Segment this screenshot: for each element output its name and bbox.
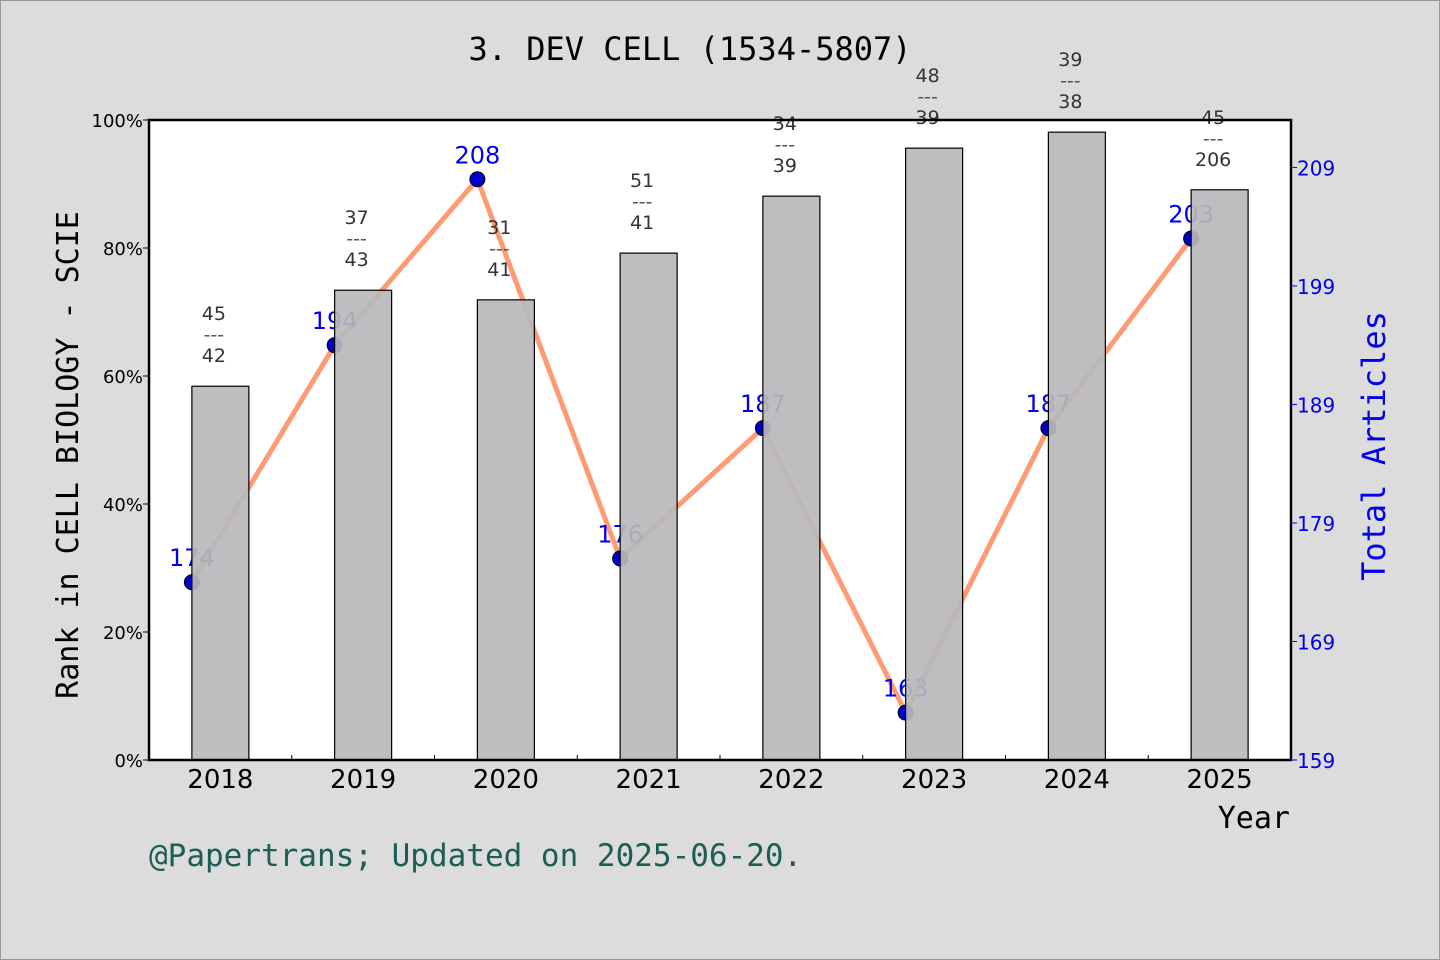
y2-tick-label: 169 [1297, 630, 1335, 654]
bar-label-top: 45 [1201, 107, 1225, 129]
y-tick-label: 60% [103, 367, 143, 388]
y2-tick-label: 179 [1297, 512, 1335, 536]
bar [1047, 131, 1106, 761]
bar-label-top: 39 [1058, 49, 1082, 71]
x-tick-label: 2021 [616, 765, 682, 795]
x-axis-label: Year [1218, 801, 1290, 836]
x-tick-label: 2025 [1187, 765, 1253, 795]
bar-label-bottom: 41 [630, 212, 654, 234]
bar-label-top: 48 [916, 65, 940, 87]
chart-title: 3. DEV CELL (1534-5807) [468, 30, 911, 68]
bar-label-top: 34 [773, 113, 797, 135]
bar [1190, 189, 1249, 761]
y2-tick-label: 159 [1297, 749, 1335, 773]
bar [191, 385, 250, 761]
y2-tick-label: 209 [1297, 156, 1335, 180]
x-tick-label: 2019 [330, 765, 396, 795]
bar-label-separator: --- [204, 324, 225, 346]
y-tick-label: 40% [103, 495, 143, 516]
x-tick-label: 2024 [1044, 765, 1110, 795]
bar [619, 252, 678, 761]
bar [905, 147, 964, 761]
y-tick-label: 80% [103, 239, 143, 260]
bar [762, 195, 821, 761]
bar-label-separator: --- [775, 134, 796, 156]
line-point [469, 171, 486, 188]
bar-label-bottom: 38 [1058, 91, 1082, 113]
bar-label-bottom: 39 [916, 107, 940, 129]
plot-area [149, 120, 1291, 760]
bar-label-top: 51 [630, 170, 654, 192]
y2-axis-label: Total Articles [1355, 311, 1393, 581]
bar-label-top: 37 [345, 207, 369, 229]
bar [334, 289, 393, 761]
y-axis-label: Rank in CELL BIOLOGY - SCIE [51, 211, 86, 699]
y2-tick-label: 189 [1297, 393, 1335, 417]
bar-label-bottom: 41 [487, 259, 511, 281]
bar-label-bottom: 42 [202, 345, 226, 367]
y-tick-label: 20% [103, 623, 143, 644]
bar-label-separator: --- [1203, 128, 1224, 150]
y-tick-label: 0% [114, 751, 143, 772]
bar-label-top: 45 [202, 303, 226, 325]
bar-label-separator: --- [489, 238, 510, 260]
bar-label-separator: --- [632, 191, 653, 213]
bar-label-separator: --- [1060, 70, 1081, 92]
bar-label-separator: --- [346, 228, 367, 250]
x-tick-label: 2020 [473, 765, 539, 795]
footer-credit: @Papertrans; Updated on 2025-06-20. [149, 838, 802, 874]
x-tick-label: 2022 [758, 765, 824, 795]
bar-label-separator: --- [917, 86, 938, 108]
y2-tick-label: 199 [1297, 275, 1335, 299]
x-tick-label: 2018 [187, 765, 253, 795]
bar-label-top: 31 [487, 217, 511, 239]
bar-label-bottom: 43 [345, 249, 369, 271]
x-tick-label: 2023 [901, 765, 967, 795]
bar-label-bottom: 206 [1195, 149, 1231, 171]
y-tick-label: 100% [92, 111, 143, 132]
bar-label-bottom: 39 [773, 155, 797, 177]
line-point-label: 208 [454, 141, 500, 169]
bar [476, 299, 535, 761]
